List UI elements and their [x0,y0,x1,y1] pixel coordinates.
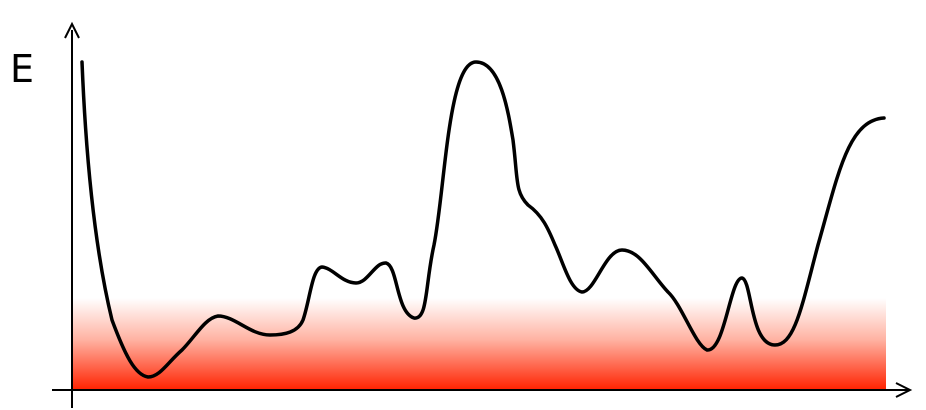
energy-curve [80,60,886,379]
x-axis-arrowhead [895,382,913,398]
y-axis-label: E [10,47,34,91]
y-axis-arrowhead [64,21,80,39]
low-energy-band [72,298,886,390]
